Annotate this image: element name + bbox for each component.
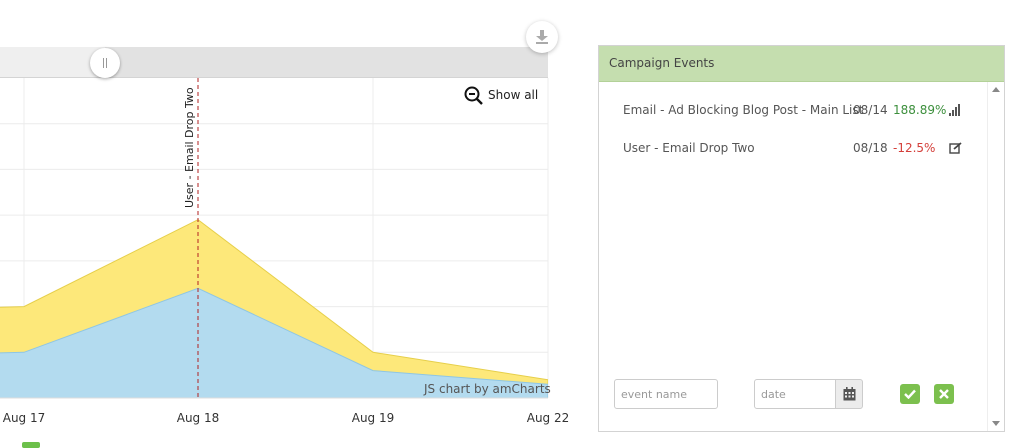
chart-plot: User - Email Drop Two <box>0 78 549 399</box>
zoom-out-button[interactable]: Show all <box>464 85 538 105</box>
campaign-events-panel: Campaign Events Email - Ad Blocking Blog… <box>598 45 1005 432</box>
event-date: 08/14 <box>853 103 888 117</box>
zoom-out-icon <box>464 86 483 105</box>
event-name: Email - Ad Blocking Blog Post - Main Lis… <box>623 103 864 117</box>
x-tick-label: Aug 19 <box>351 411 395 425</box>
chart-container: User - Email Drop Two Show all JS chart … <box>0 21 570 448</box>
edit-icon[interactable] <box>949 142 962 158</box>
series-group <box>0 219 548 398</box>
zoom-out-label: Show all <box>488 88 539 102</box>
event-row[interactable]: User - Email Drop Two 08/18 -12.5% <box>623 141 963 159</box>
download-icon <box>536 30 548 44</box>
x-tick-label: Aug 17 <box>2 411 46 425</box>
date-input[interactable] <box>754 379 836 409</box>
event-name: User - Email Drop Two <box>623 141 755 155</box>
event-row[interactable]: Email - Ad Blocking Blog Post - Main Lis… <box>623 103 963 121</box>
check-icon <box>904 389 916 399</box>
calendar-icon <box>843 387 855 401</box>
event-change: -12.5% <box>893 141 936 155</box>
event-name-input[interactable] <box>614 379 718 409</box>
signal-bars-icon[interactable] <box>949 104 961 119</box>
cancel-button[interactable] <box>934 384 954 404</box>
panel-title: Campaign Events <box>599 46 1004 82</box>
event-change: 188.89% <box>893 103 947 117</box>
legend-marker[interactable] <box>22 442 40 448</box>
chart-credits-link[interactable]: JS chart by amCharts <box>424 382 551 396</box>
scroll-down-icon[interactable] <box>992 421 1000 426</box>
scrollbar-grip-handle[interactable] <box>90 48 120 78</box>
scrollbar-selected-range <box>0 47 105 77</box>
scroll-up-icon[interactable] <box>992 87 1000 92</box>
guide-label: User - Email Drop Two <box>183 87 196 208</box>
confirm-button[interactable] <box>900 384 920 404</box>
event-date: 08/18 <box>853 141 888 155</box>
x-tick-label: Aug 22 <box>526 411 570 425</box>
area-series-2[interactable] <box>0 287 548 398</box>
calendar-button[interactable] <box>835 379 863 409</box>
x-tick-label: Aug 18 <box>176 411 220 425</box>
export-button[interactable] <box>526 21 558 53</box>
chart-scrollbar[interactable] <box>0 47 548 78</box>
panel-scrollbar[interactable] <box>987 82 1004 431</box>
close-icon <box>939 389 949 399</box>
